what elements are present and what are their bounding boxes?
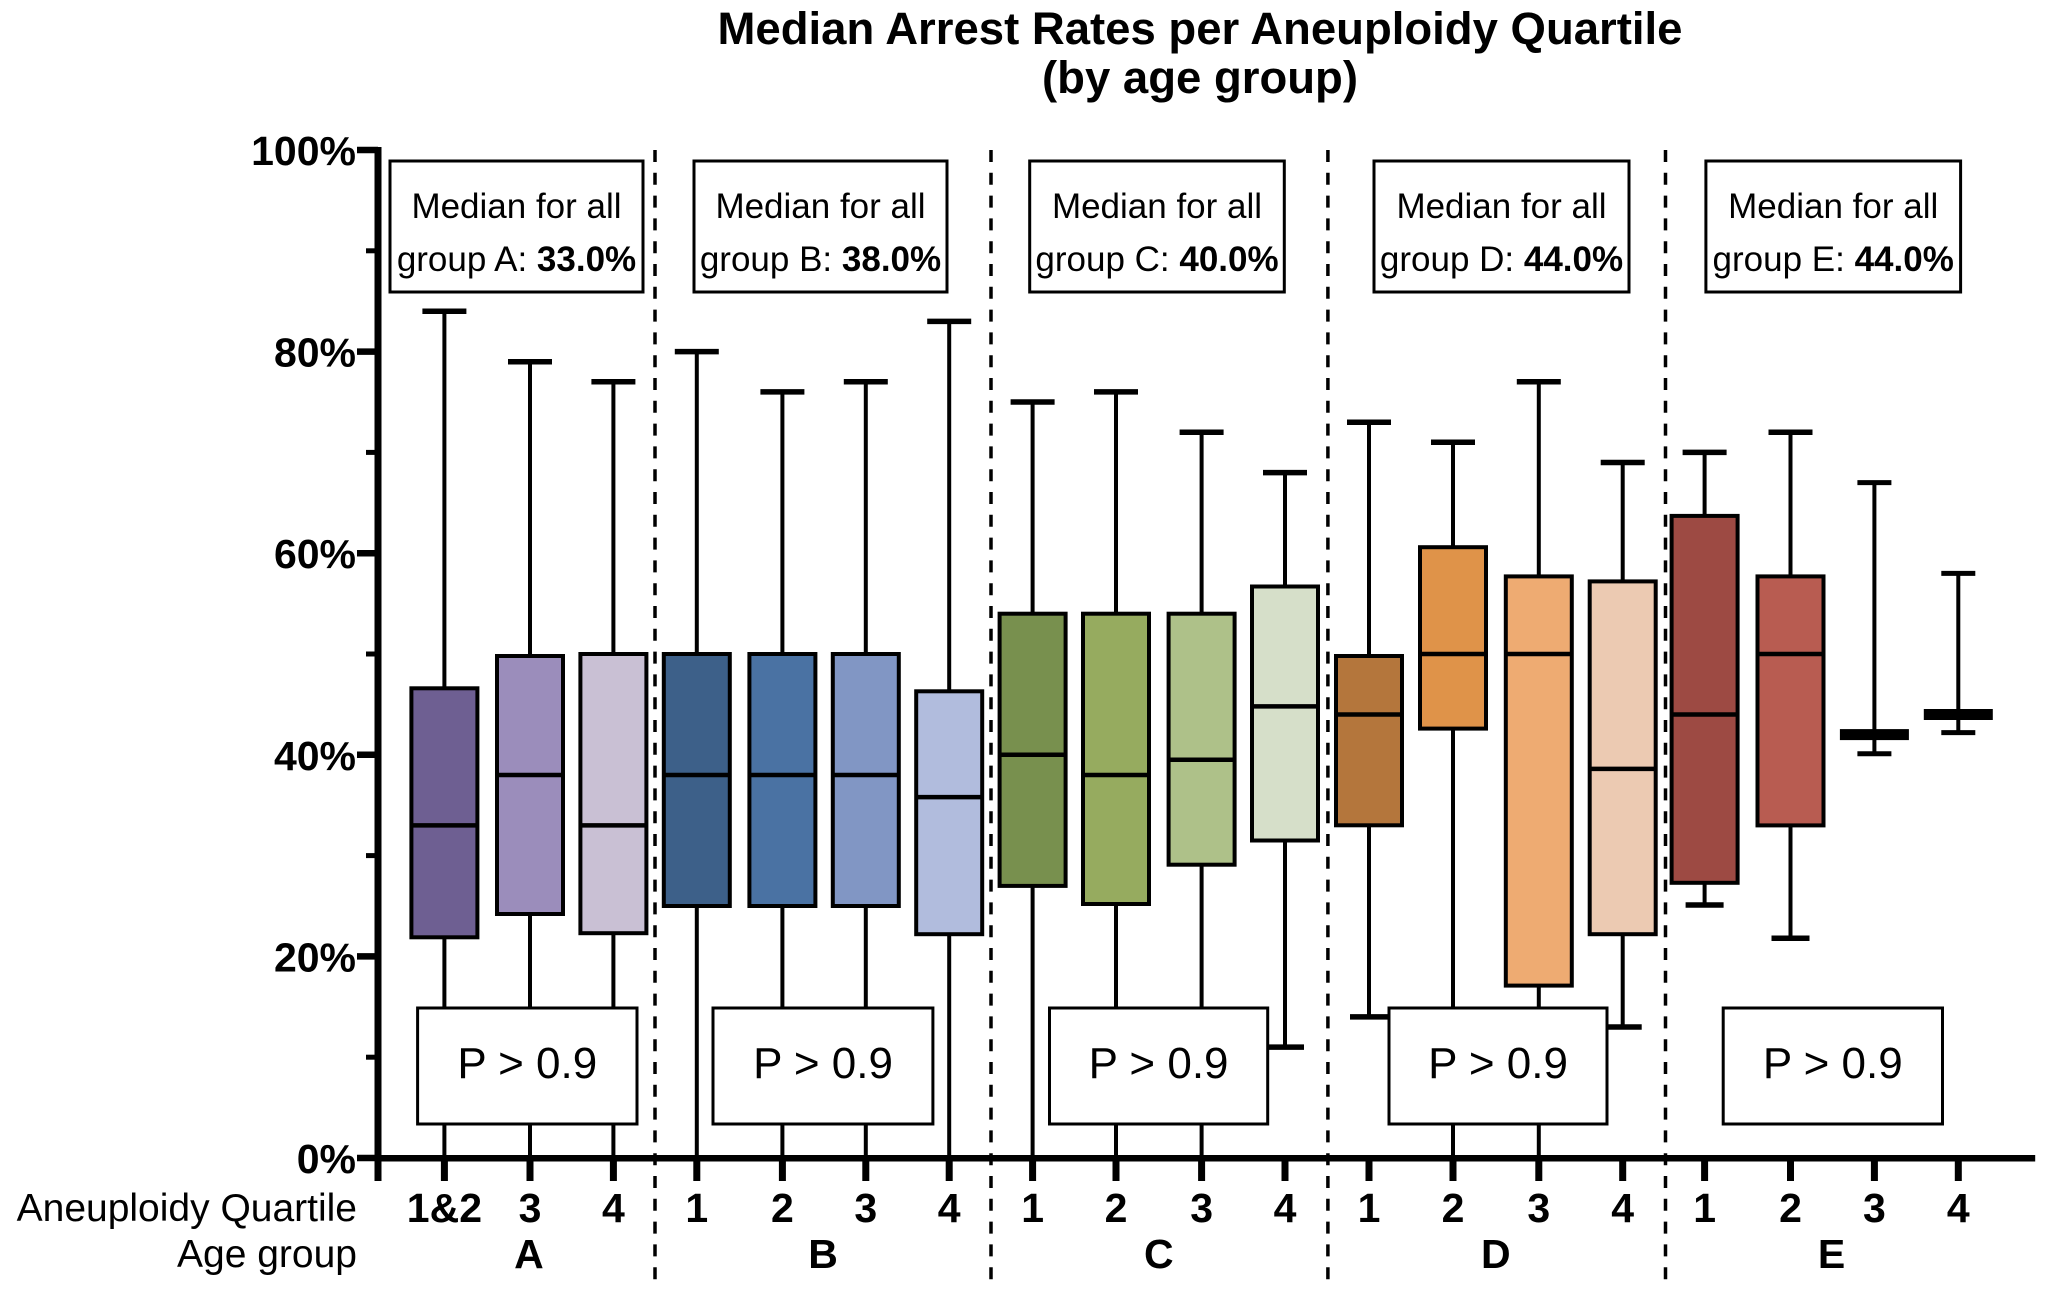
svg-text:4: 4 [1611, 1185, 1634, 1231]
svg-text:1&2: 1&2 [407, 1185, 482, 1231]
svg-text:1: 1 [1693, 1185, 1716, 1231]
svg-text:P > 0.9: P > 0.9 [457, 1039, 597, 1088]
svg-text:group C: 40.0%: group C: 40.0% [1035, 240, 1278, 279]
svg-text:P > 0.9: P > 0.9 [1428, 1039, 1568, 1088]
svg-text:1: 1 [1358, 1185, 1381, 1231]
svg-text:P > 0.9: P > 0.9 [1089, 1039, 1229, 1088]
svg-text:4: 4 [1947, 1185, 1970, 1231]
svg-text:Median for all: Median for all [1728, 187, 1938, 226]
svg-text:0%: 0% [297, 1136, 356, 1182]
svg-text:group E: 44.0%: group E: 44.0% [1713, 240, 1954, 279]
svg-text:Median for all: Median for all [1052, 187, 1262, 226]
svg-text:Median for all: Median for all [1396, 187, 1606, 226]
svg-text:Median Arrest Rates per Aneupl: Median Arrest Rates per Aneuploidy Quart… [718, 3, 1683, 54]
svg-text:Age group: Age group [177, 1233, 357, 1276]
svg-text:2: 2 [1779, 1185, 1802, 1231]
svg-text:Aneuploidy Quartile: Aneuploidy Quartile [17, 1187, 357, 1230]
svg-text:1: 1 [1021, 1185, 1044, 1231]
svg-text:3: 3 [1527, 1185, 1550, 1231]
svg-text:group D: 44.0%: group D: 44.0% [1380, 240, 1623, 279]
svg-text:2: 2 [1105, 1185, 1128, 1231]
svg-text:D: D [1481, 1231, 1511, 1277]
svg-text:C: C [1144, 1231, 1174, 1277]
svg-text:3: 3 [519, 1185, 542, 1231]
svg-text:(by age group): (by age group) [1042, 52, 1358, 103]
svg-text:Median for all: Median for all [715, 187, 925, 226]
svg-text:A: A [514, 1231, 544, 1277]
svg-text:P > 0.9: P > 0.9 [1763, 1039, 1903, 1088]
svg-text:E: E [1818, 1231, 1845, 1277]
svg-text:4: 4 [602, 1185, 625, 1231]
svg-text:4: 4 [1274, 1185, 1297, 1231]
svg-text:3: 3 [1863, 1185, 1886, 1231]
svg-text:3: 3 [854, 1185, 877, 1231]
svg-text:60%: 60% [274, 531, 356, 577]
svg-text:40%: 40% [274, 733, 356, 779]
svg-text:100%: 100% [251, 128, 356, 174]
svg-text:4: 4 [938, 1185, 961, 1231]
svg-text:80%: 80% [274, 330, 356, 376]
svg-text:3: 3 [1190, 1185, 1213, 1231]
svg-text:B: B [808, 1231, 838, 1277]
svg-text:group B: 38.0%: group B: 38.0% [700, 240, 941, 279]
svg-text:P > 0.9: P > 0.9 [753, 1039, 893, 1088]
svg-text:1: 1 [685, 1185, 708, 1231]
svg-text:2: 2 [771, 1185, 794, 1231]
svg-text:20%: 20% [274, 934, 356, 980]
svg-text:Median for all: Median for all [411, 187, 621, 226]
svg-text:2: 2 [1442, 1185, 1465, 1231]
svg-text:group A: 33.0%: group A: 33.0% [397, 240, 636, 279]
